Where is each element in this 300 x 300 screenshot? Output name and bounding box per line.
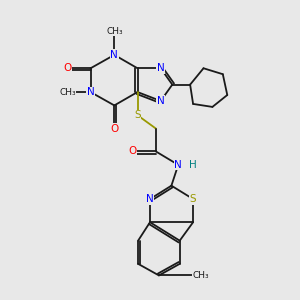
Text: CH₃: CH₃ bbox=[192, 271, 209, 280]
Text: N: N bbox=[87, 87, 94, 97]
Text: S: S bbox=[134, 110, 141, 120]
Text: N: N bbox=[157, 63, 165, 73]
Text: CH₃: CH₃ bbox=[106, 27, 123, 36]
Text: N: N bbox=[110, 50, 118, 60]
Text: O: O bbox=[63, 63, 71, 73]
Text: S: S bbox=[190, 194, 196, 204]
Text: N: N bbox=[157, 96, 165, 106]
Text: O: O bbox=[110, 124, 118, 134]
Text: O: O bbox=[129, 146, 137, 157]
Text: H: H bbox=[189, 160, 197, 170]
Text: N: N bbox=[146, 194, 154, 204]
Text: CH₃: CH₃ bbox=[59, 88, 76, 97]
Text: N: N bbox=[174, 160, 182, 170]
